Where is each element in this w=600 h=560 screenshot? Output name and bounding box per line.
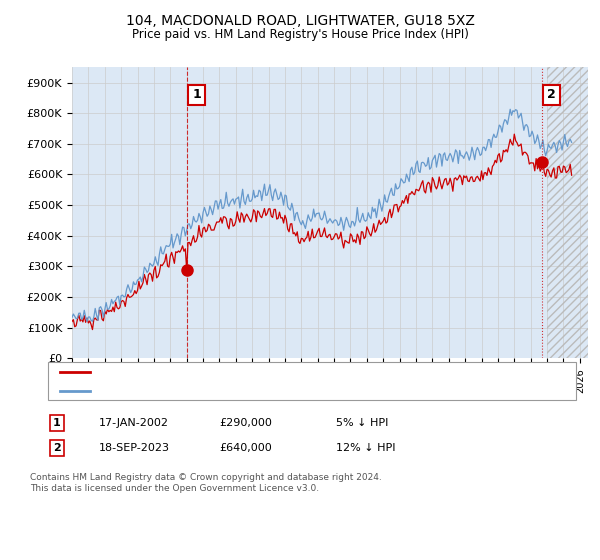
Text: 1: 1 [53,418,61,428]
Text: 5% ↓ HPI: 5% ↓ HPI [336,418,388,428]
Text: £290,000: £290,000 [219,418,272,428]
Text: HPI: Average price, detached house, Surrey Heath: HPI: Average price, detached house, Surr… [96,386,358,396]
Text: 18-SEP-2023: 18-SEP-2023 [99,443,170,453]
Text: Contains HM Land Registry data © Crown copyright and database right 2024.
This d: Contains HM Land Registry data © Crown c… [30,473,382,493]
Text: 104, MACDONALD ROAD, LIGHTWATER, GU18 5XZ: 104, MACDONALD ROAD, LIGHTWATER, GU18 5X… [125,14,475,28]
Text: 12% ↓ HPI: 12% ↓ HPI [336,443,395,453]
Bar [547,67,588,358]
Text: 2: 2 [547,88,556,101]
Text: 104, MACDONALD ROAD, LIGHTWATER, GU18 5XZ (detached house): 104, MACDONALD ROAD, LIGHTWATER, GU18 5X… [96,367,452,377]
Text: 1: 1 [192,88,201,101]
Text: Price paid vs. HM Land Registry's House Price Index (HPI): Price paid vs. HM Land Registry's House … [131,28,469,41]
Text: 17-JAN-2002: 17-JAN-2002 [99,418,169,428]
Text: £640,000: £640,000 [219,443,272,453]
Text: 2: 2 [53,443,61,453]
